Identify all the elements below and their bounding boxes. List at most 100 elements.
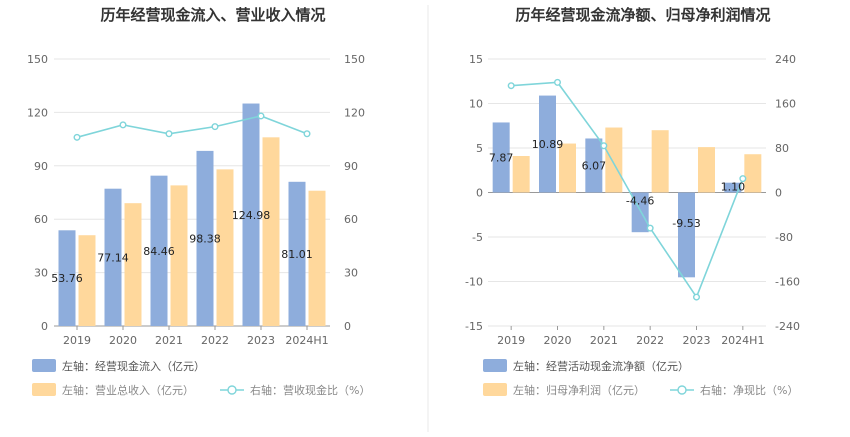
ratio-point — [739, 175, 747, 183]
ratio-point — [211, 123, 219, 131]
bar-primary — [724, 182, 742, 193]
x-tick-label: 2021 — [590, 334, 618, 347]
data-label: -9.53 — [672, 217, 700, 230]
ratio-point — [554, 78, 562, 86]
y-left-tick-label: 0 — [476, 187, 483, 200]
data-label: 124.98 — [232, 209, 271, 222]
x-tick-label: 2021 — [155, 334, 183, 347]
bar-primary — [585, 138, 603, 193]
data-label: 81.01 — [281, 248, 313, 261]
data-label: 98.38 — [189, 232, 221, 245]
bar-secondary — [262, 137, 280, 326]
legend-swatch — [483, 383, 507, 396]
y-left-tick-label: 120 — [27, 106, 48, 119]
bar-secondary — [559, 143, 576, 193]
legend-item: 左轴：经营活动现金流净额（亿元） — [483, 359, 689, 373]
x-tick-label: 2023 — [247, 334, 275, 347]
bar-secondary — [308, 190, 326, 326]
legend-swatch — [483, 359, 507, 372]
legend-label: 左轴：经营活动现金流净额（亿元） — [513, 359, 689, 373]
y-left-tick-label: -15 — [465, 320, 483, 333]
legend-swatch — [32, 383, 56, 396]
x-tick-label: 2019 — [497, 334, 525, 347]
legend-label: 左轴：营业总收入（亿元） — [62, 383, 194, 397]
legend-item: 左轴：营业总收入（亿元） — [32, 383, 194, 397]
data-label: 7.87 — [489, 151, 514, 164]
y-right-tick-label: 0 — [344, 320, 351, 333]
bar-primary — [678, 192, 695, 278]
y-right-tick-label: 120 — [344, 106, 365, 119]
y-right-tick-label: 90 — [344, 160, 358, 173]
data-label: 77.14 — [97, 251, 129, 264]
y-left-tick-label: 60 — [34, 213, 48, 226]
bar-primary — [492, 122, 510, 193]
data-label: 10.89 — [532, 138, 564, 151]
legend-marker — [677, 385, 687, 395]
y-left-tick-label: 150 — [27, 53, 48, 66]
data-label: 53.76 — [51, 272, 83, 285]
bar-secondary — [216, 169, 234, 326]
y-right-tick-label: 0 — [775, 187, 782, 200]
y-left-tick-label: 0 — [41, 320, 48, 333]
y-left-tick-label: 90 — [34, 160, 48, 173]
y-left-tick-label: 5 — [476, 142, 483, 155]
y-right-tick-label: -160 — [775, 276, 800, 289]
y-right-tick-label: -240 — [775, 320, 800, 333]
ratio-point — [693, 293, 701, 301]
bar-secondary — [698, 147, 715, 193]
ratio-point — [165, 130, 173, 138]
ratio-point — [600, 142, 608, 150]
bar-secondary — [78, 235, 96, 326]
y-right-tick-label: 80 — [775, 142, 789, 155]
legend-label: 左轴：归母净利润（亿元） — [513, 383, 645, 397]
x-tick-label: 2024H1 — [285, 334, 328, 347]
legend-item: 左轴：经营现金流入（亿元） — [32, 359, 205, 373]
x-tick-label: 2023 — [683, 334, 711, 347]
bar-secondary — [651, 130, 669, 193]
bar-secondary — [124, 203, 142, 326]
y-right-tick-label: 60 — [344, 213, 358, 226]
legend-swatch — [32, 359, 56, 372]
bar-primary — [242, 103, 260, 326]
x-tick-label: 2019 — [63, 334, 91, 347]
bar-primary — [539, 95, 556, 193]
y-left-tick-label: 15 — [469, 53, 483, 66]
legend-item: 右轴：净现比（%） — [670, 383, 798, 397]
bar-primary — [196, 150, 214, 326]
bar-primary — [104, 188, 122, 326]
legend-item: 右轴：营收现金比（%） — [220, 383, 370, 397]
x-tick-label: 2022 — [201, 334, 229, 347]
legend-label: 右轴：净现比（%） — [700, 383, 798, 397]
y-right-tick-label: -80 — [775, 231, 793, 244]
y-left-tick-label: -10 — [465, 276, 483, 289]
x-tick-label: 2022 — [636, 334, 664, 347]
chart-1: 历年经营现金流入、营业收入情况 0 30 60 90 120 150 0 30 60 90 120 15… — [27, 6, 370, 397]
bar-secondary — [605, 127, 623, 193]
legend-label: 右轴：营收现金比（%） — [250, 383, 370, 397]
data-label: 6.07 — [582, 159, 607, 172]
y-right-tick-label: 150 — [344, 53, 365, 66]
ratio-point — [73, 133, 81, 141]
data-label: 84.46 — [143, 245, 175, 258]
legend-label: 左轴：经营现金流入（亿元） — [62, 359, 205, 373]
data-label: -4.46 — [626, 194, 654, 207]
ratio-point — [257, 112, 265, 120]
ratio-point — [646, 224, 654, 232]
chart-title: 历年经营现金流净额、归母净利润情况 — [515, 6, 770, 24]
legend-marker — [227, 385, 237, 395]
y-left-tick-label: 10 — [469, 98, 483, 111]
ratio-point — [303, 130, 311, 138]
chart-title: 历年经营现金流入、营业收入情况 — [100, 6, 325, 24]
data-label: 1.10 — [721, 181, 746, 194]
y-right-tick-label: 160 — [775, 98, 796, 111]
bar-primary — [150, 175, 168, 326]
ratio-point — [119, 121, 127, 129]
y-left-tick-label: -5 — [472, 231, 483, 244]
ratio-line — [76, 115, 308, 139]
x-tick-label: 2020 — [109, 334, 137, 347]
ratio-point — [507, 82, 515, 90]
ratio-line — [511, 81, 744, 299]
bar-primary — [288, 181, 306, 326]
